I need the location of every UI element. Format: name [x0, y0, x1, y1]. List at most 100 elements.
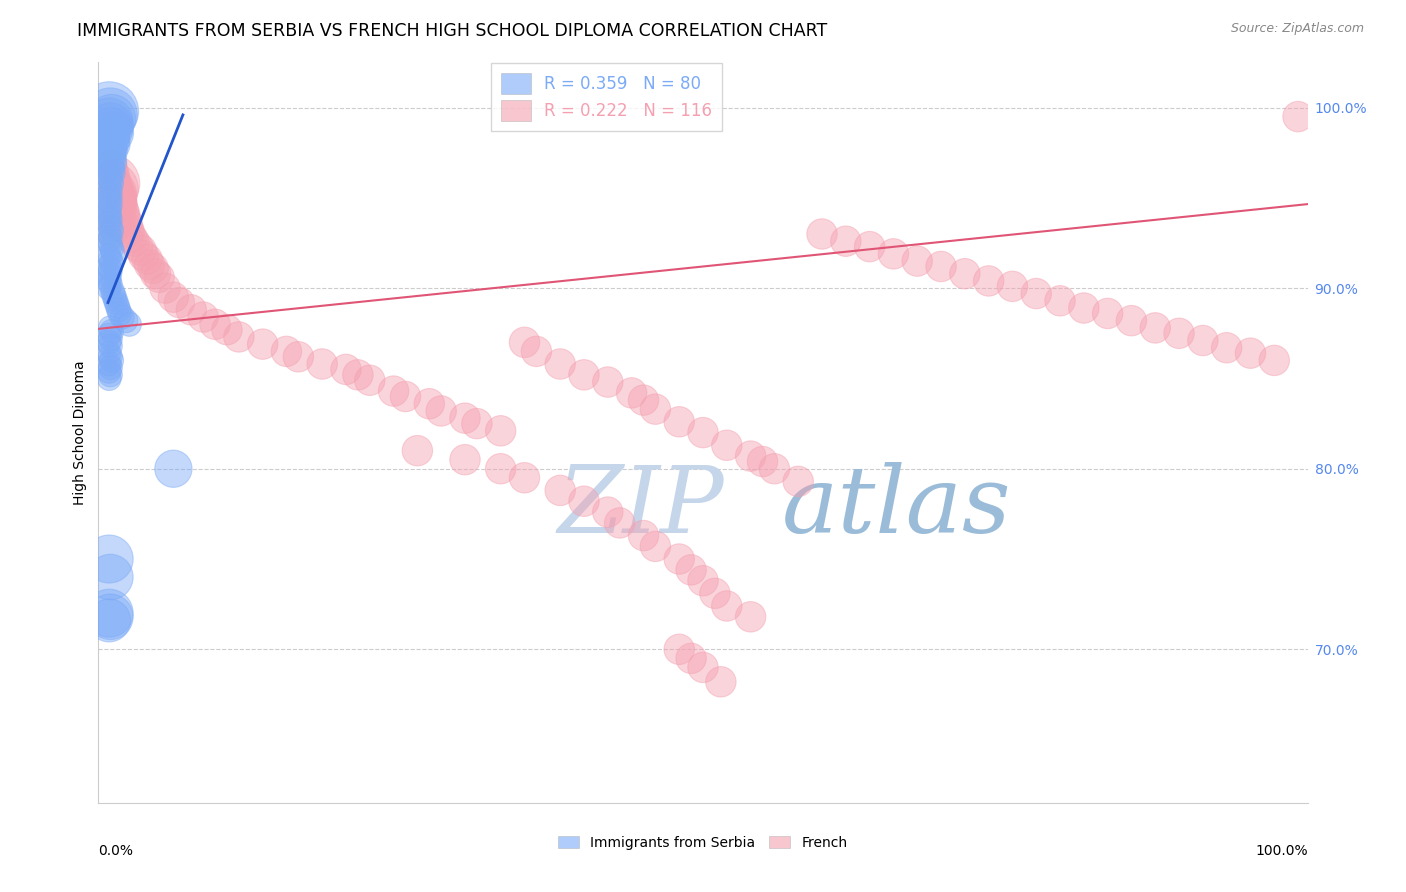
Point: [668, 642, 690, 657]
Point: [142, 261, 165, 276]
Point: [98, 219, 121, 234]
Point: [129, 244, 152, 258]
Point: [98, 180, 121, 194]
Point: [98, 151, 121, 165]
Point: [1192, 334, 1215, 348]
Point: [465, 417, 488, 431]
Point: [596, 505, 619, 519]
Point: [1121, 313, 1143, 327]
Text: atlas: atlas: [782, 462, 1011, 551]
Point: [454, 452, 477, 467]
Point: [98, 230, 121, 244]
Point: [98, 606, 121, 620]
Point: [98, 339, 121, 353]
Point: [162, 461, 184, 475]
Point: [103, 191, 125, 205]
Point: [136, 252, 159, 267]
Point: [98, 249, 121, 263]
Point: [108, 189, 131, 203]
Point: [114, 212, 136, 227]
Point: [1025, 286, 1047, 301]
Point: [716, 438, 738, 452]
Point: [644, 540, 666, 554]
Point: [117, 221, 139, 235]
Point: [100, 325, 122, 339]
Point: [215, 323, 238, 337]
Point: [98, 332, 121, 346]
Point: [98, 119, 121, 133]
Point: [98, 350, 121, 364]
Point: [252, 337, 274, 351]
Point: [122, 234, 145, 248]
Point: [98, 570, 121, 584]
Point: [335, 362, 357, 376]
Point: [153, 281, 176, 295]
Point: [98, 158, 121, 172]
Text: ZIP: ZIP: [558, 462, 724, 551]
Point: [104, 292, 127, 306]
Point: [1168, 326, 1191, 341]
Point: [596, 375, 619, 389]
Point: [111, 310, 134, 324]
Point: [430, 404, 453, 418]
Point: [716, 599, 738, 613]
Point: [681, 563, 703, 577]
Point: [108, 306, 131, 320]
Point: [148, 270, 170, 285]
Point: [101, 245, 124, 260]
Text: IMMIGRANTS FROM SERBIA VS FRENCH HIGH SCHOOL DIPLOMA CORRELATION CHART: IMMIGRANTS FROM SERBIA VS FRENCH HIGH SC…: [77, 22, 828, 40]
Point: [98, 360, 121, 375]
Point: [105, 212, 128, 227]
Point: [98, 274, 121, 288]
Point: [98, 227, 121, 241]
Point: [1239, 346, 1261, 360]
Point: [107, 302, 129, 317]
Point: [180, 302, 202, 317]
Point: [127, 239, 149, 253]
Point: [1073, 301, 1095, 315]
Point: [98, 194, 121, 209]
Point: [100, 223, 122, 237]
Point: [98, 237, 121, 252]
Point: [98, 371, 121, 385]
Point: [101, 187, 124, 202]
Point: [98, 209, 121, 223]
Point: [382, 384, 405, 398]
Point: [98, 357, 121, 371]
Point: [1049, 293, 1071, 308]
Point: [118, 225, 141, 239]
Point: [110, 194, 132, 209]
Point: [98, 202, 121, 216]
Point: [609, 516, 631, 530]
Point: [162, 290, 184, 304]
Point: [98, 252, 121, 267]
Point: [100, 242, 122, 256]
Point: [100, 158, 122, 172]
Point: [692, 425, 714, 440]
Point: [347, 368, 370, 382]
Point: [1286, 110, 1309, 124]
Point: [100, 256, 122, 270]
Point: [98, 144, 121, 158]
Point: [98, 260, 121, 274]
Point: [489, 424, 512, 438]
Point: [418, 397, 440, 411]
Point: [740, 449, 762, 463]
Point: [101, 163, 124, 178]
Point: [977, 274, 1000, 288]
Point: [98, 198, 121, 212]
Point: [524, 344, 547, 359]
Point: [100, 177, 122, 191]
Point: [98, 173, 121, 187]
Point: [710, 674, 733, 689]
Point: [98, 368, 121, 382]
Point: [359, 373, 381, 387]
Point: [104, 173, 127, 187]
Point: [513, 335, 536, 350]
Point: [121, 230, 143, 244]
Point: [98, 364, 121, 378]
Point: [115, 216, 138, 230]
Point: [107, 180, 129, 194]
Point: [98, 609, 121, 624]
Point: [835, 234, 858, 248]
